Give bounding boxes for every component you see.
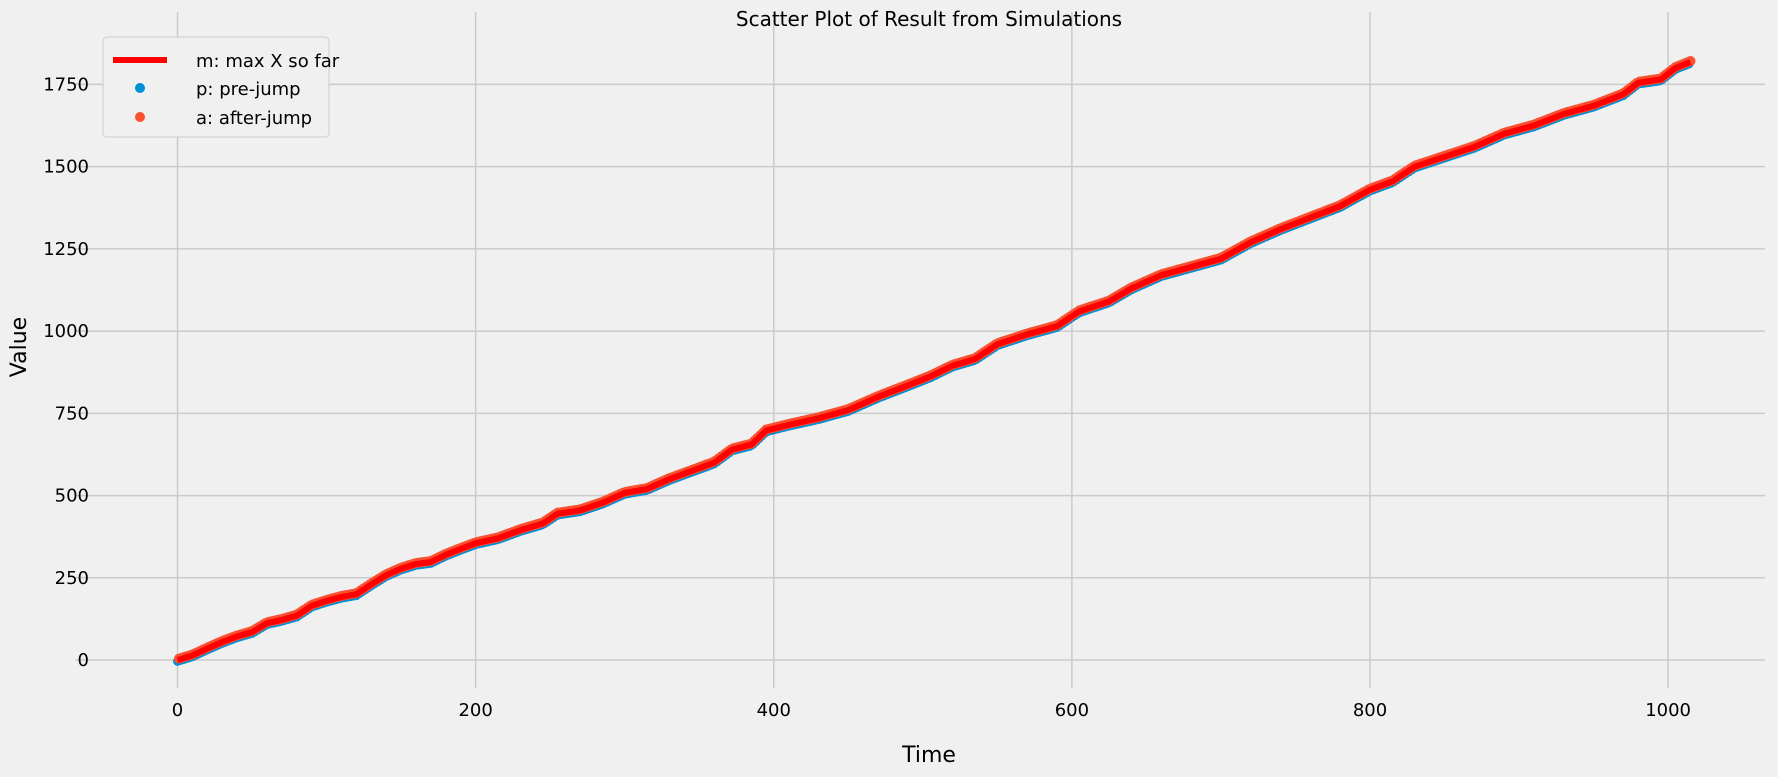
x-tick-label: 200	[458, 700, 492, 721]
x-tick-label: 0	[172, 700, 183, 721]
y-tick-label: 1750	[43, 74, 89, 95]
x-tick-label: 1000	[1645, 700, 1691, 721]
x-tick-label: 400	[757, 700, 791, 721]
legend: m: max X so far p: pre-jump a: after-jum…	[102, 36, 340, 138]
y-tick-label: 750	[55, 403, 89, 424]
legend-label-max: m: max X so far	[196, 51, 340, 72]
y-tick-label: 1000	[43, 321, 89, 342]
series-max-line	[176, 59, 1692, 663]
y-tick-label: 250	[55, 568, 89, 589]
chart-title: Scatter Plot of Result from Simulations	[736, 7, 1122, 31]
legend-label-after-jump: a: after-jump	[196, 108, 312, 129]
x-tick-label: 600	[1055, 700, 1089, 721]
tick-labels: 0 200 400 600 800 1000 0 250 500 750 1000 1250 1500 1…	[43, 74, 1691, 721]
legend-marker-after-jump	[135, 112, 145, 122]
y-tick-label: 0	[78, 650, 89, 671]
y-tick-label: 1500	[43, 157, 89, 178]
line-max-so-far	[176, 59, 1692, 663]
y-axis-label: Value	[7, 317, 32, 377]
x-tick-label: 800	[1353, 700, 1387, 721]
y-tick-label: 500	[55, 486, 89, 507]
y-tick-label: 1250	[43, 239, 89, 260]
grid	[75, 12, 1765, 688]
legend-marker-pre-jump	[135, 83, 145, 93]
legend-label-pre-jump: p: pre-jump	[196, 79, 301, 100]
x-axis-label: Time	[901, 743, 956, 768]
